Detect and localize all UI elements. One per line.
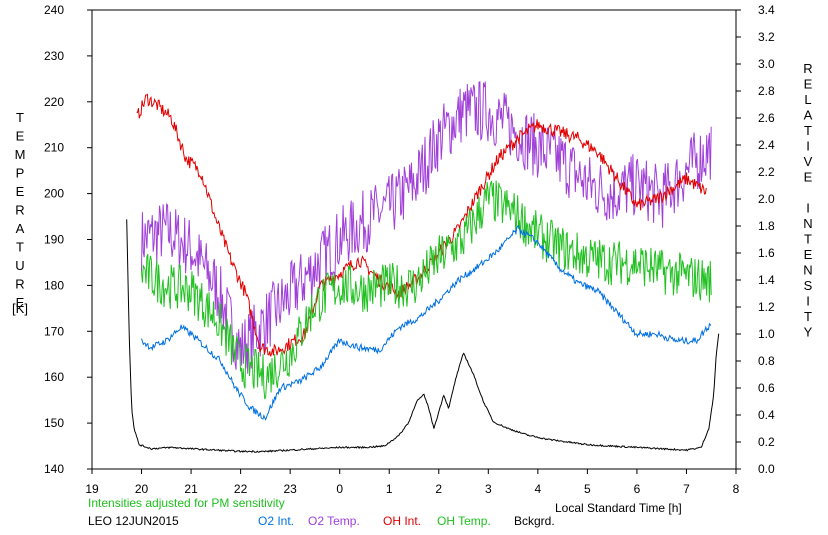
- x-tick-label: 4: [535, 482, 542, 496]
- axis-label-letter: S: [804, 278, 813, 293]
- y-right-tick-label: 0.6: [758, 381, 775, 395]
- axis-label-letter: E: [804, 247, 813, 262]
- y-left-tick-label: 240: [44, 3, 64, 17]
- y-left-tick-label: 150: [44, 416, 64, 430]
- axis-label-letter: T: [804, 123, 812, 138]
- x-tick-label: 7: [683, 482, 690, 496]
- y-right-tick-label: 1.4: [758, 273, 775, 287]
- axis-label-letter: T: [804, 232, 812, 247]
- axis-label-letter: A: [804, 108, 813, 123]
- left-temperature-axis: 140 150 160 170 180 190 200 210 220 230 240: [44, 3, 92, 476]
- axis-label-letter: E: [16, 184, 25, 199]
- series-o2-int-line: [141, 225, 712, 421]
- legend-o2-temp: O2 Temp.: [308, 514, 360, 528]
- axis-label-letter: P: [16, 166, 25, 181]
- axis-label-letter: M: [15, 147, 26, 162]
- axis-label-letter: A: [16, 221, 25, 236]
- axis-label-letter: E: [16, 295, 25, 310]
- legend-background: Bckgrd.: [514, 514, 555, 528]
- axis-label-letter: L: [804, 92, 811, 107]
- axis-label-letter: R: [15, 203, 24, 218]
- axis-label-letter: E: [804, 77, 813, 92]
- x-tick-label: 5: [584, 482, 591, 496]
- axis-label-letter: R: [15, 277, 24, 292]
- series-layer: [126, 81, 720, 453]
- y-left-tick-label: 220: [44, 95, 64, 109]
- sensitivity-note: Intensities adjusted for PM sensitivity: [88, 496, 285, 510]
- y-left-tick-label: 230: [44, 49, 64, 63]
- x-time-axis: 19 20 21 22 23 0 1 2 3 4 5 6 7 8: [85, 469, 740, 496]
- legend-oh-temp: OH Temp.: [437, 514, 491, 528]
- y-right-tick-label: 0.8: [758, 354, 775, 368]
- y-right-tick-label: 3.0: [758, 57, 775, 71]
- y-right-tick-label: 1.2: [758, 300, 775, 314]
- y-left-tick-label: 160: [44, 370, 64, 384]
- series-oh-int-line: [136, 93, 707, 357]
- series-o2-temp-line: [141, 81, 712, 374]
- y-right-tick-label: 2.0: [758, 192, 775, 206]
- y-right-tick-label: 2.2: [758, 165, 775, 179]
- y-right-tick-label: 0.4: [758, 408, 775, 422]
- x-tick-label: 20: [135, 482, 149, 496]
- y-left-tick-label: 190: [44, 233, 64, 247]
- y-left-tick-label: 200: [44, 187, 64, 201]
- series-bckgrd-line: [126, 219, 720, 453]
- right-intensity-axis: 0.0 0.2 0.4 0.6 0.8 1.0 1.2 1.4 1.6 1.8 2.0 2.2 2.4 2…: [736, 3, 775, 476]
- axis-label-letter: I: [806, 139, 810, 154]
- x-tick-label: 21: [184, 482, 198, 496]
- y-right-tick-label: 3.2: [758, 30, 775, 44]
- y-right-tick-label: 1.6: [758, 246, 775, 260]
- x-tick-label: 23: [283, 482, 297, 496]
- x-tick-label: 19: [85, 482, 99, 496]
- y-left-tick-label: 180: [44, 278, 64, 292]
- axis-label-letter: I: [806, 201, 810, 216]
- axis-label-letter: E: [804, 170, 813, 185]
- axis-label-letter: N: [803, 263, 812, 278]
- x-tick-label: 8: [733, 482, 740, 496]
- axis-label-letter: U: [15, 258, 24, 273]
- axis-label-letter: Y: [804, 325, 813, 340]
- axis-label-letter: E: [16, 129, 25, 144]
- x-tick-label: 3: [485, 482, 492, 496]
- y-right-tick-label: 0.2: [758, 435, 775, 449]
- y-right-tick-label: 2.6: [758, 111, 775, 125]
- x-tick-label: 22: [234, 482, 248, 496]
- axis-label-letter: T: [804, 309, 812, 324]
- x-axis-label: Local Standard Time [h]: [555, 501, 682, 515]
- y-left-tick-label: 210: [44, 141, 64, 155]
- axis-label-letter: N: [803, 216, 812, 231]
- y-left-tick-label: 170: [44, 324, 64, 338]
- y-right-tick-label: 3.4: [758, 3, 775, 17]
- axis-label-letter: T: [16, 240, 24, 255]
- axis-label-letter: T: [16, 110, 24, 125]
- axis-label-letter: V: [804, 154, 813, 169]
- x-tick-label: 0: [336, 482, 343, 496]
- y-right-tick-label: 2.8: [758, 84, 775, 98]
- legend-o2-int: O2 Int.: [258, 514, 295, 528]
- y-right-tick-label: 1.0: [758, 327, 775, 341]
- y-right-tick-label: 2.4: [758, 138, 775, 152]
- axis-label-letter: I: [806, 294, 810, 309]
- series-oh-temp-line: [141, 180, 712, 400]
- legend-oh-int: OH Int.: [383, 514, 422, 528]
- x-tick-label: 2: [435, 482, 442, 496]
- y-right-tick-label: 0.0: [758, 462, 775, 476]
- axis-label-letter: R: [803, 61, 812, 76]
- x-tick-label: 1: [386, 482, 393, 496]
- left-axis-unit: [K]: [12, 301, 28, 316]
- y-right-tick-label: 1.8: [758, 219, 775, 233]
- y-left-tick-label: 140: [44, 462, 64, 476]
- station-date: LEO 12JUN2015: [88, 514, 179, 528]
- x-tick-label: 6: [634, 482, 641, 496]
